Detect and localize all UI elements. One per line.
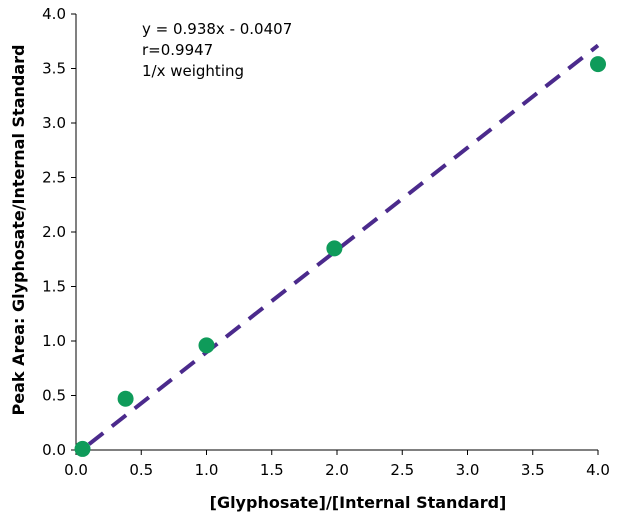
y-axis-title: Peak Area: Glyphosate/Internal Standard [9, 45, 28, 416]
x-tick-label: 2.5 [390, 461, 414, 479]
equation-annotation-line: 1/x weighting [142, 62, 244, 80]
equation-annotation-line: r=0.9947 [142, 41, 213, 59]
equation-annotation-line: y = 0.938x - 0.0407 [142, 20, 292, 38]
x-tick-label: 2.0 [325, 461, 349, 479]
y-tick-label: 0.0 [42, 441, 66, 459]
x-tick-label: 3.5 [521, 461, 545, 479]
y-tick-label: 0.5 [42, 387, 66, 405]
y-tick-label: 1.5 [42, 278, 66, 296]
x-axis-ticks: 0.0 0.5 1.0 1.5 2.0 2.5 3.0 3.5 4.0 [64, 450, 610, 479]
data-point [117, 390, 134, 407]
equation-annotations: y = 0.938x - 0.0407 r=0.9947 1/x weighting [142, 20, 292, 80]
y-tick-label: 2.0 [42, 223, 66, 241]
y-tick-label: 2.5 [42, 169, 66, 187]
data-point [74, 440, 91, 457]
x-tick-label: 1.5 [260, 461, 284, 479]
x-tick-label: 3.0 [456, 461, 480, 479]
x-axis-title: [Glyphosate]/[Internal Standard] [210, 493, 507, 512]
x-tick-label: 4.0 [586, 461, 610, 479]
trendline-group [87, 43, 600, 446]
y-tick-label: 1.0 [42, 332, 66, 350]
trendline [87, 43, 600, 446]
x-tick-label: 0.0 [64, 461, 88, 479]
y-tick-label: 3.0 [42, 114, 66, 132]
y-tick-label: 4.0 [42, 5, 66, 23]
x-tick-label: 0.5 [129, 461, 153, 479]
y-axis-ticks: 0.0 0.5 1.0 1.5 2.0 2.5 3.0 3.5 4.0 [42, 5, 76, 459]
y-tick-label: 3.5 [42, 60, 66, 78]
data-point [326, 240, 343, 257]
data-point [590, 56, 606, 73]
data-points [74, 56, 606, 457]
x-tick-label: 1.0 [195, 461, 219, 479]
data-point [198, 337, 215, 354]
